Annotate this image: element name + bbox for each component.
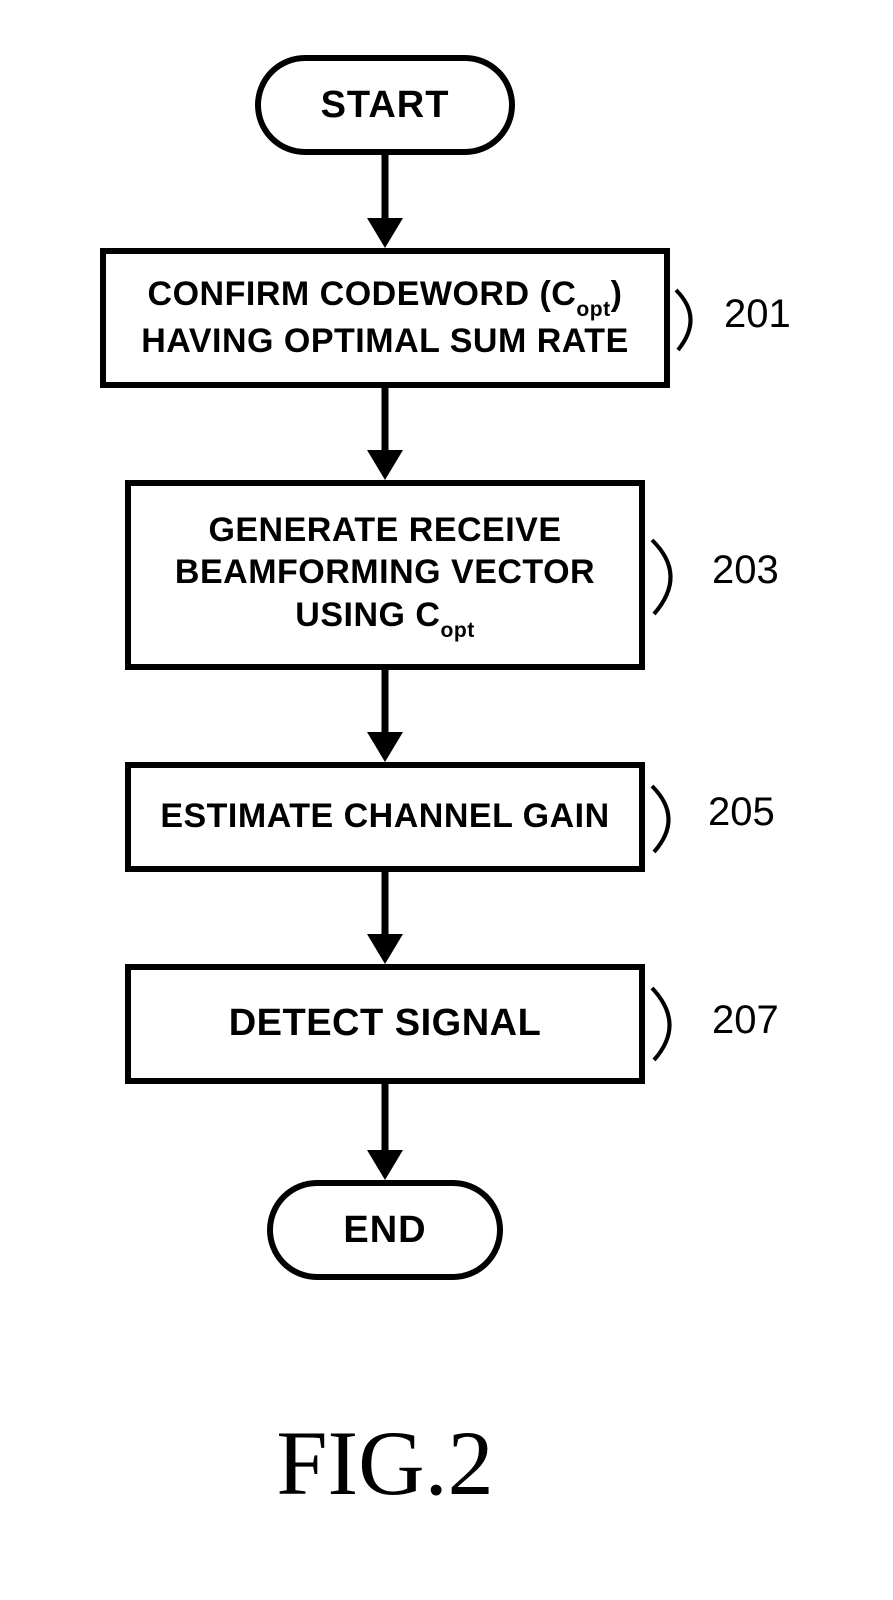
process-label-207: DETECT SIGNAL: [131, 1003, 639, 1045]
reference-label-203: 203: [712, 548, 779, 593]
process-box-207: DETECT SIGNAL: [125, 964, 645, 1084]
process-box-201: CONFIRM CODEWORD (Copt)HAVING OPTIMAL SU…: [100, 248, 670, 388]
end-terminator: END: [267, 1180, 503, 1280]
reference-curve-205: [652, 786, 669, 852]
process-box-203: GENERATE RECEIVEBEAMFORMING VECTORUSING …: [125, 480, 645, 670]
process-box-205: ESTIMATE CHANNEL GAIN: [125, 762, 645, 872]
arrow-head-0: [367, 218, 403, 248]
figure-caption: FIG.2: [276, 1410, 493, 1516]
reference-label-201: 201: [724, 292, 791, 337]
arrow-head-3: [367, 934, 403, 964]
process-label-201: CONFIRM CODEWORD (Copt)HAVING OPTIMAL SU…: [106, 273, 664, 363]
start-terminator: START: [255, 55, 515, 155]
arrow-head-4: [367, 1150, 403, 1180]
process-label-203: GENERATE RECEIVEBEAMFORMING VECTORUSING …: [131, 509, 639, 641]
reference-label-207: 207: [712, 998, 779, 1043]
reference-label-205: 205: [708, 790, 775, 835]
reference-curve-207: [652, 988, 670, 1060]
flowchart-canvas: START CONFIRM CODEWORD (Copt)HAVING OPTI…: [0, 0, 893, 1600]
process-label-205: ESTIMATE CHANNEL GAIN: [131, 798, 639, 835]
reference-curve-203: [652, 540, 671, 614]
arrow-head-1: [367, 450, 403, 480]
arrow-head-2: [367, 732, 403, 762]
reference-curve-201: [676, 290, 691, 350]
